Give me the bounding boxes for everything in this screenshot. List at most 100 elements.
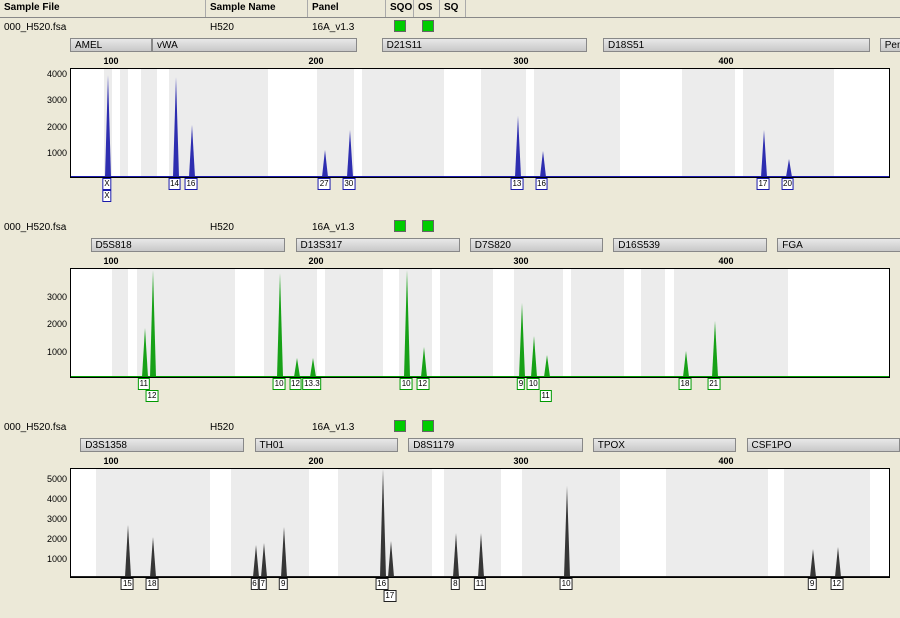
peak[interactable] — [294, 358, 300, 377]
peak[interactable] — [142, 328, 148, 377]
plot-area[interactable]: 10002000300040005000 — [70, 468, 890, 578]
allele-call[interactable]: 12 — [289, 378, 302, 390]
allele-call[interactable]: 16 — [535, 178, 548, 190]
allele-call[interactable]: 12 — [416, 378, 429, 390]
locus-label[interactable]: D16S539 — [613, 238, 767, 252]
y-tick: 4000 — [47, 69, 67, 79]
peak[interactable] — [150, 270, 156, 377]
allele-call[interactable]: 9 — [279, 578, 287, 590]
peak[interactable] — [347, 130, 353, 177]
peak[interactable] — [189, 125, 195, 177]
allele-call[interactable]: 6 — [250, 578, 258, 590]
allele-call[interactable]: 21 — [707, 378, 720, 390]
sqo-status — [386, 218, 414, 237]
allele-call[interactable]: 7 — [258, 578, 266, 590]
peak[interactable] — [519, 303, 525, 377]
peak[interactable] — [150, 537, 156, 577]
peak[interactable] — [261, 543, 267, 577]
column-header: Sample File — [0, 0, 206, 17]
locus-label[interactable]: D3S1358 — [80, 438, 244, 452]
peak[interactable] — [835, 547, 841, 577]
x-tick: 300 — [513, 256, 528, 266]
allele-call[interactable]: 10 — [527, 378, 540, 390]
allele-call[interactable]: 14 — [168, 178, 181, 190]
locus-label[interactable]: D13S317 — [296, 238, 460, 252]
peak[interactable] — [761, 130, 767, 177]
peak[interactable] — [125, 525, 131, 577]
allele-call[interactable]: 12 — [146, 390, 159, 402]
locus-label[interactable]: D18S51 — [603, 38, 870, 52]
allele-call[interactable]: 8 — [451, 578, 459, 590]
peak[interactable] — [105, 75, 111, 177]
peak[interactable] — [173, 77, 179, 177]
allele-call[interactable]: 9 — [517, 378, 525, 390]
allele-call[interactable]: 18 — [146, 578, 159, 590]
peak[interactable] — [404, 270, 410, 377]
allele-call[interactable]: 27 — [318, 178, 331, 190]
allele-call[interactable]: 13 — [510, 178, 523, 190]
plot-area[interactable]: 100020003000 — [70, 268, 890, 378]
allele-call[interactable]: X — [102, 178, 111, 190]
peak[interactable] — [277, 273, 283, 377]
peak[interactable] — [388, 541, 394, 577]
peak[interactable] — [380, 469, 386, 577]
sample-file: 000_H520.fsa — [0, 420, 206, 435]
allele-call[interactable]: 17 — [383, 590, 396, 602]
allele-call[interactable]: 12 — [830, 578, 843, 590]
allele-call[interactable]: 10 — [273, 378, 286, 390]
allele-call[interactable]: 15 — [121, 578, 134, 590]
sample-info-row: 000_H520.fsaH52016A_v1.3 — [0, 218, 900, 236]
peak[interactable] — [683, 351, 689, 377]
peak[interactable] — [421, 347, 427, 377]
allele-call[interactable]: 17 — [756, 178, 769, 190]
peak[interactable] — [310, 358, 316, 377]
allele-call[interactable]: 16 — [184, 178, 197, 190]
locus-label[interactable]: D5S818 — [91, 238, 286, 252]
locus-label[interactable]: TH01 — [255, 438, 399, 452]
sample-info-row: 000_H520.fsaH52016A_v1.3 — [0, 18, 900, 36]
allele-call[interactable]: 11 — [138, 378, 150, 390]
locus-label[interactable]: D21S11 — [382, 38, 587, 52]
allele-call[interactable]: 16 — [375, 578, 388, 590]
locus-label[interactable]: D7S820 — [470, 238, 603, 252]
sample-file: 000_H520.fsa — [0, 20, 206, 35]
allele-call[interactable]: 13.3 — [302, 378, 322, 390]
peak[interactable] — [281, 527, 287, 577]
locus-label[interactable]: TPOX — [593, 438, 737, 452]
locus-label[interactable]: AMEL — [70, 38, 152, 52]
x-tick: 100 — [103, 256, 118, 266]
peak[interactable] — [712, 321, 718, 377]
locus-label[interactable]: Penta E — [880, 38, 900, 52]
allele-call[interactable]: 11 — [474, 578, 486, 590]
allele-bin — [534, 69, 620, 177]
peak[interactable] — [810, 549, 816, 577]
peak[interactable] — [786, 159, 792, 177]
locus-label[interactable]: FGA — [777, 238, 900, 252]
allele-call[interactable]: 9 — [808, 578, 816, 590]
allele-bin — [231, 469, 309, 577]
peak[interactable] — [544, 355, 550, 377]
peak[interactable] — [253, 545, 259, 577]
allele-call[interactable]: 18 — [679, 378, 692, 390]
locus-label[interactable]: D8S1179 — [408, 438, 582, 452]
allele-call[interactable]: X — [102, 190, 111, 202]
locus-label[interactable]: vWA — [152, 38, 357, 52]
baseline — [71, 376, 889, 377]
allele-call[interactable]: 20 — [781, 178, 794, 190]
panel-name: 16A_v1.3 — [308, 20, 386, 35]
peak[interactable] — [540, 151, 546, 177]
allele-bin — [674, 269, 789, 377]
allele-bin — [641, 269, 666, 377]
peak[interactable] — [531, 336, 537, 377]
peak[interactable] — [478, 533, 484, 577]
peak[interactable] — [515, 116, 521, 177]
locus-label[interactable]: CSF1PO — [747, 438, 900, 452]
allele-call[interactable]: 10 — [560, 578, 573, 590]
peak[interactable] — [322, 150, 328, 177]
allele-call[interactable]: 30 — [342, 178, 355, 190]
allele-call[interactable]: 11 — [539, 390, 551, 402]
plot-area[interactable]: 1000200030004000 — [70, 68, 890, 178]
peak[interactable] — [453, 533, 459, 577]
allele-call[interactable]: 10 — [400, 378, 413, 390]
peak[interactable] — [564, 486, 570, 577]
